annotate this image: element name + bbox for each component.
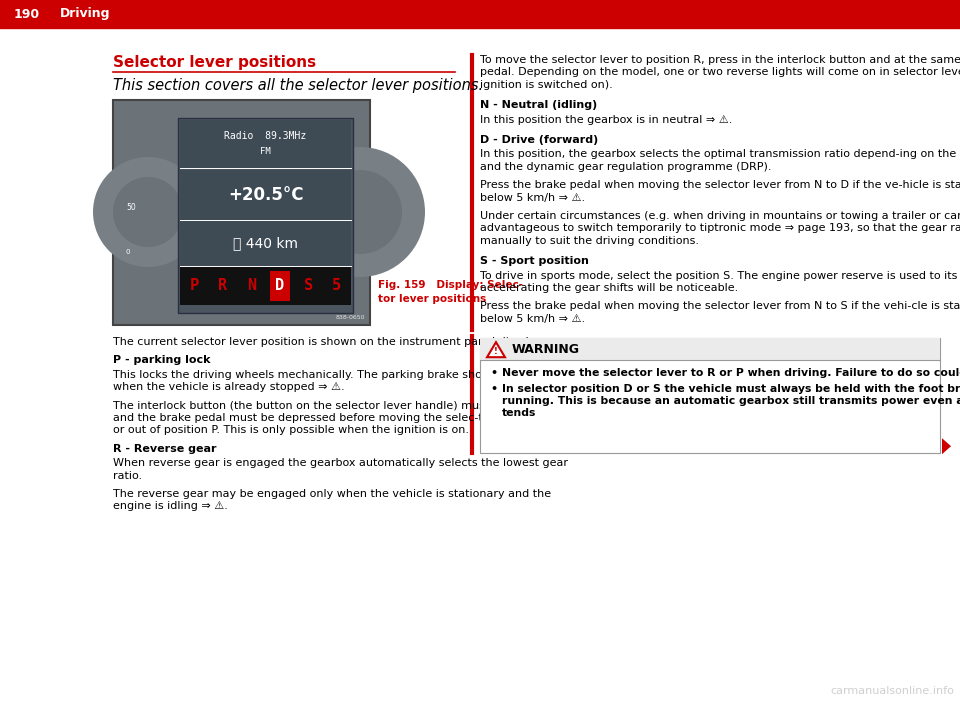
Bar xyxy=(180,120,351,168)
Text: tor lever positions: tor lever positions xyxy=(378,294,487,304)
Text: or out of position P. This is only possible when the ignition is on.: or out of position P. This is only possi… xyxy=(113,426,469,435)
Text: This section covers all the selector lever positions.: This section covers all the selector lev… xyxy=(113,78,483,93)
Text: advantageous to switch temporarily to tiptronic mode ⇒ page 193, so that the gea: advantageous to switch temporarily to ti… xyxy=(480,224,960,233)
Text: 838-0650: 838-0650 xyxy=(335,315,365,320)
Bar xyxy=(0,0,960,28)
Text: Press the brake pedal when moving the selector lever from N to S if the vehi-cle: Press the brake pedal when moving the se… xyxy=(480,301,960,311)
Text: Press the brake pedal when moving the selector lever from N to D if the ve-hicle: Press the brake pedal when moving the se… xyxy=(480,180,960,190)
Text: accelerating the gear shifts will be noticeable.: accelerating the gear shifts will be not… xyxy=(480,283,738,293)
Text: Under certain circumstances (e.g. when driving in mountains or towing a trailer : Under certain circumstances (e.g. when d… xyxy=(480,211,960,221)
Bar xyxy=(113,100,370,325)
Text: 50: 50 xyxy=(126,203,136,212)
Text: In this position the gearbox is in neutral ⇒ ⚠.: In this position the gearbox is in neutr… xyxy=(480,114,732,125)
Text: 190: 190 xyxy=(14,8,40,20)
Text: R - Reverse gear: R - Reverse gear xyxy=(113,444,217,454)
Text: +20.5°C: +20.5°C xyxy=(228,186,303,204)
Circle shape xyxy=(93,157,203,267)
Text: Never move the selector lever to R or P when driving. Failure to do so could res: Never move the selector lever to R or P … xyxy=(502,368,960,379)
Text: carmanualsonline.info: carmanualsonline.info xyxy=(830,686,954,696)
Text: •: • xyxy=(490,368,497,379)
Text: N: N xyxy=(247,278,255,294)
Text: ratio.: ratio. xyxy=(113,470,142,481)
Text: N - Neutral (idling): N - Neutral (idling) xyxy=(480,100,597,110)
Text: •: • xyxy=(490,384,497,394)
Bar xyxy=(178,118,353,313)
Text: S: S xyxy=(303,278,313,294)
Text: ignition is switched on).: ignition is switched on). xyxy=(480,80,612,90)
Text: manually to suit the driving conditions.: manually to suit the driving conditions. xyxy=(480,236,699,246)
Text: when the vehicle is already stopped ⇒ ⚠.: when the vehicle is already stopped ⇒ ⚠. xyxy=(113,382,345,392)
Text: The interlock button (the button on the selector lever handle) must be pressed i: The interlock button (the button on the … xyxy=(113,400,567,411)
Bar xyxy=(270,271,290,301)
Bar xyxy=(180,221,351,266)
Bar xyxy=(480,338,940,360)
Bar xyxy=(480,338,940,454)
Text: and the dynamic gear regulation programme (DRP).: and the dynamic gear regulation programm… xyxy=(480,162,772,172)
Text: Driving: Driving xyxy=(60,8,110,20)
Text: The current selector lever position is shown on the instrument panel dis-play.: The current selector lever position is s… xyxy=(113,337,544,347)
Text: Fig. 159   Display: Selec-: Fig. 159 Display: Selec- xyxy=(378,280,523,290)
Circle shape xyxy=(295,147,425,277)
Text: ⛽ 440 km: ⛽ 440 km xyxy=(233,236,298,250)
Text: R: R xyxy=(218,278,228,294)
Text: To move the selector lever to position R, press in the interlock button and at t: To move the selector lever to position R… xyxy=(480,55,960,65)
Text: engine is idling ⇒ ⚠.: engine is idling ⇒ ⚠. xyxy=(113,501,228,512)
Bar xyxy=(8,4,46,24)
Text: 5: 5 xyxy=(332,278,342,294)
Text: pedal. Depending on the model, one or two reverse lights will come on in selecto: pedal. Depending on the model, one or tw… xyxy=(480,67,960,77)
Bar xyxy=(180,170,351,220)
Text: below 5 km/h ⇒ ⚠.: below 5 km/h ⇒ ⚠. xyxy=(480,314,586,324)
Text: P: P xyxy=(190,278,199,294)
Bar xyxy=(8,4,46,24)
Text: 20: 20 xyxy=(344,221,352,227)
Text: When reverse gear is engaged the gearbox automatically selects the lowest gear: When reverse gear is engaged the gearbox… xyxy=(113,458,568,468)
Circle shape xyxy=(318,170,402,254)
Text: S - Sport position: S - Sport position xyxy=(480,256,588,266)
Text: 60: 60 xyxy=(344,179,352,185)
Text: D - Drive (forward): D - Drive (forward) xyxy=(480,135,598,145)
Text: In selector position D or S the vehicle must always be held with the foot brake : In selector position D or S the vehicle … xyxy=(502,384,960,394)
Text: This locks the driving wheels mechanically. The parking brake should only be use: This locks the driving wheels mechanical… xyxy=(113,370,574,380)
Text: P - parking lock: P - parking lock xyxy=(113,355,210,365)
Text: below 5 km/h ⇒ ⚠.: below 5 km/h ⇒ ⚠. xyxy=(480,193,586,203)
Text: Selector lever positions: Selector lever positions xyxy=(113,55,316,70)
Text: WARNING: WARNING xyxy=(512,343,580,355)
Text: !: ! xyxy=(494,347,498,355)
Text: and the brake pedal must be depressed before moving the selec-tor lever either i: and the brake pedal must be depressed be… xyxy=(113,413,576,423)
Polygon shape xyxy=(487,342,505,358)
Text: Radio  89.3MHz: Radio 89.3MHz xyxy=(225,131,306,141)
Text: In this position, the gearbox selects the optimal transmission ratio depend-ing : In this position, the gearbox selects th… xyxy=(480,149,960,159)
Text: 0: 0 xyxy=(126,249,131,255)
Text: The reverse gear may be engaged only when the vehicle is stationary and the: The reverse gear may be engaged only whe… xyxy=(113,489,551,499)
Bar xyxy=(180,267,351,305)
Text: FM: FM xyxy=(260,147,271,156)
Polygon shape xyxy=(942,438,951,454)
Text: tends: tends xyxy=(502,409,537,418)
Text: running. This is because an automatic gearbox still transmits power even at idli: running. This is because an automatic ge… xyxy=(502,396,960,407)
Text: D: D xyxy=(276,278,284,294)
Circle shape xyxy=(113,177,183,247)
Text: 80: 80 xyxy=(344,159,352,165)
Text: To drive in sports mode, select the position S. The engine power reserve is used: To drive in sports mode, select the posi… xyxy=(480,271,960,280)
Text: 40: 40 xyxy=(344,199,352,205)
